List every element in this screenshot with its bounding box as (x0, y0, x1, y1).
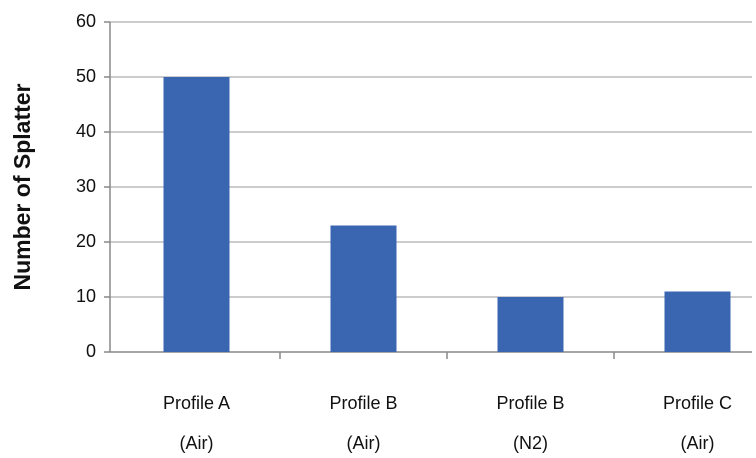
x-tick-label: Profile B (496, 393, 564, 413)
y-tick-label: 10 (76, 286, 96, 306)
x-tick-label: (Air) (681, 433, 715, 453)
y-tick-label: 0 (86, 341, 96, 361)
y-tick-label: 50 (76, 66, 96, 86)
bar (163, 77, 230, 352)
bar (330, 225, 397, 352)
x-tick-label: Profile B (329, 393, 397, 413)
bar (664, 291, 731, 352)
y-axis-title: Number of Splatter (9, 83, 35, 290)
x-tick-label: Profile C (663, 393, 732, 413)
x-tick-label: Profile A (163, 393, 230, 413)
x-tick-label: (Air) (180, 433, 214, 453)
x-tick-label: (N2) (513, 433, 548, 453)
y-tick-label: 20 (76, 231, 96, 251)
y-tick-label: 40 (76, 121, 96, 141)
bar (497, 297, 564, 352)
y-tick-label: 60 (76, 11, 96, 31)
x-tick-label: (Air) (347, 433, 381, 453)
y-tick-label: 30 (76, 176, 96, 196)
